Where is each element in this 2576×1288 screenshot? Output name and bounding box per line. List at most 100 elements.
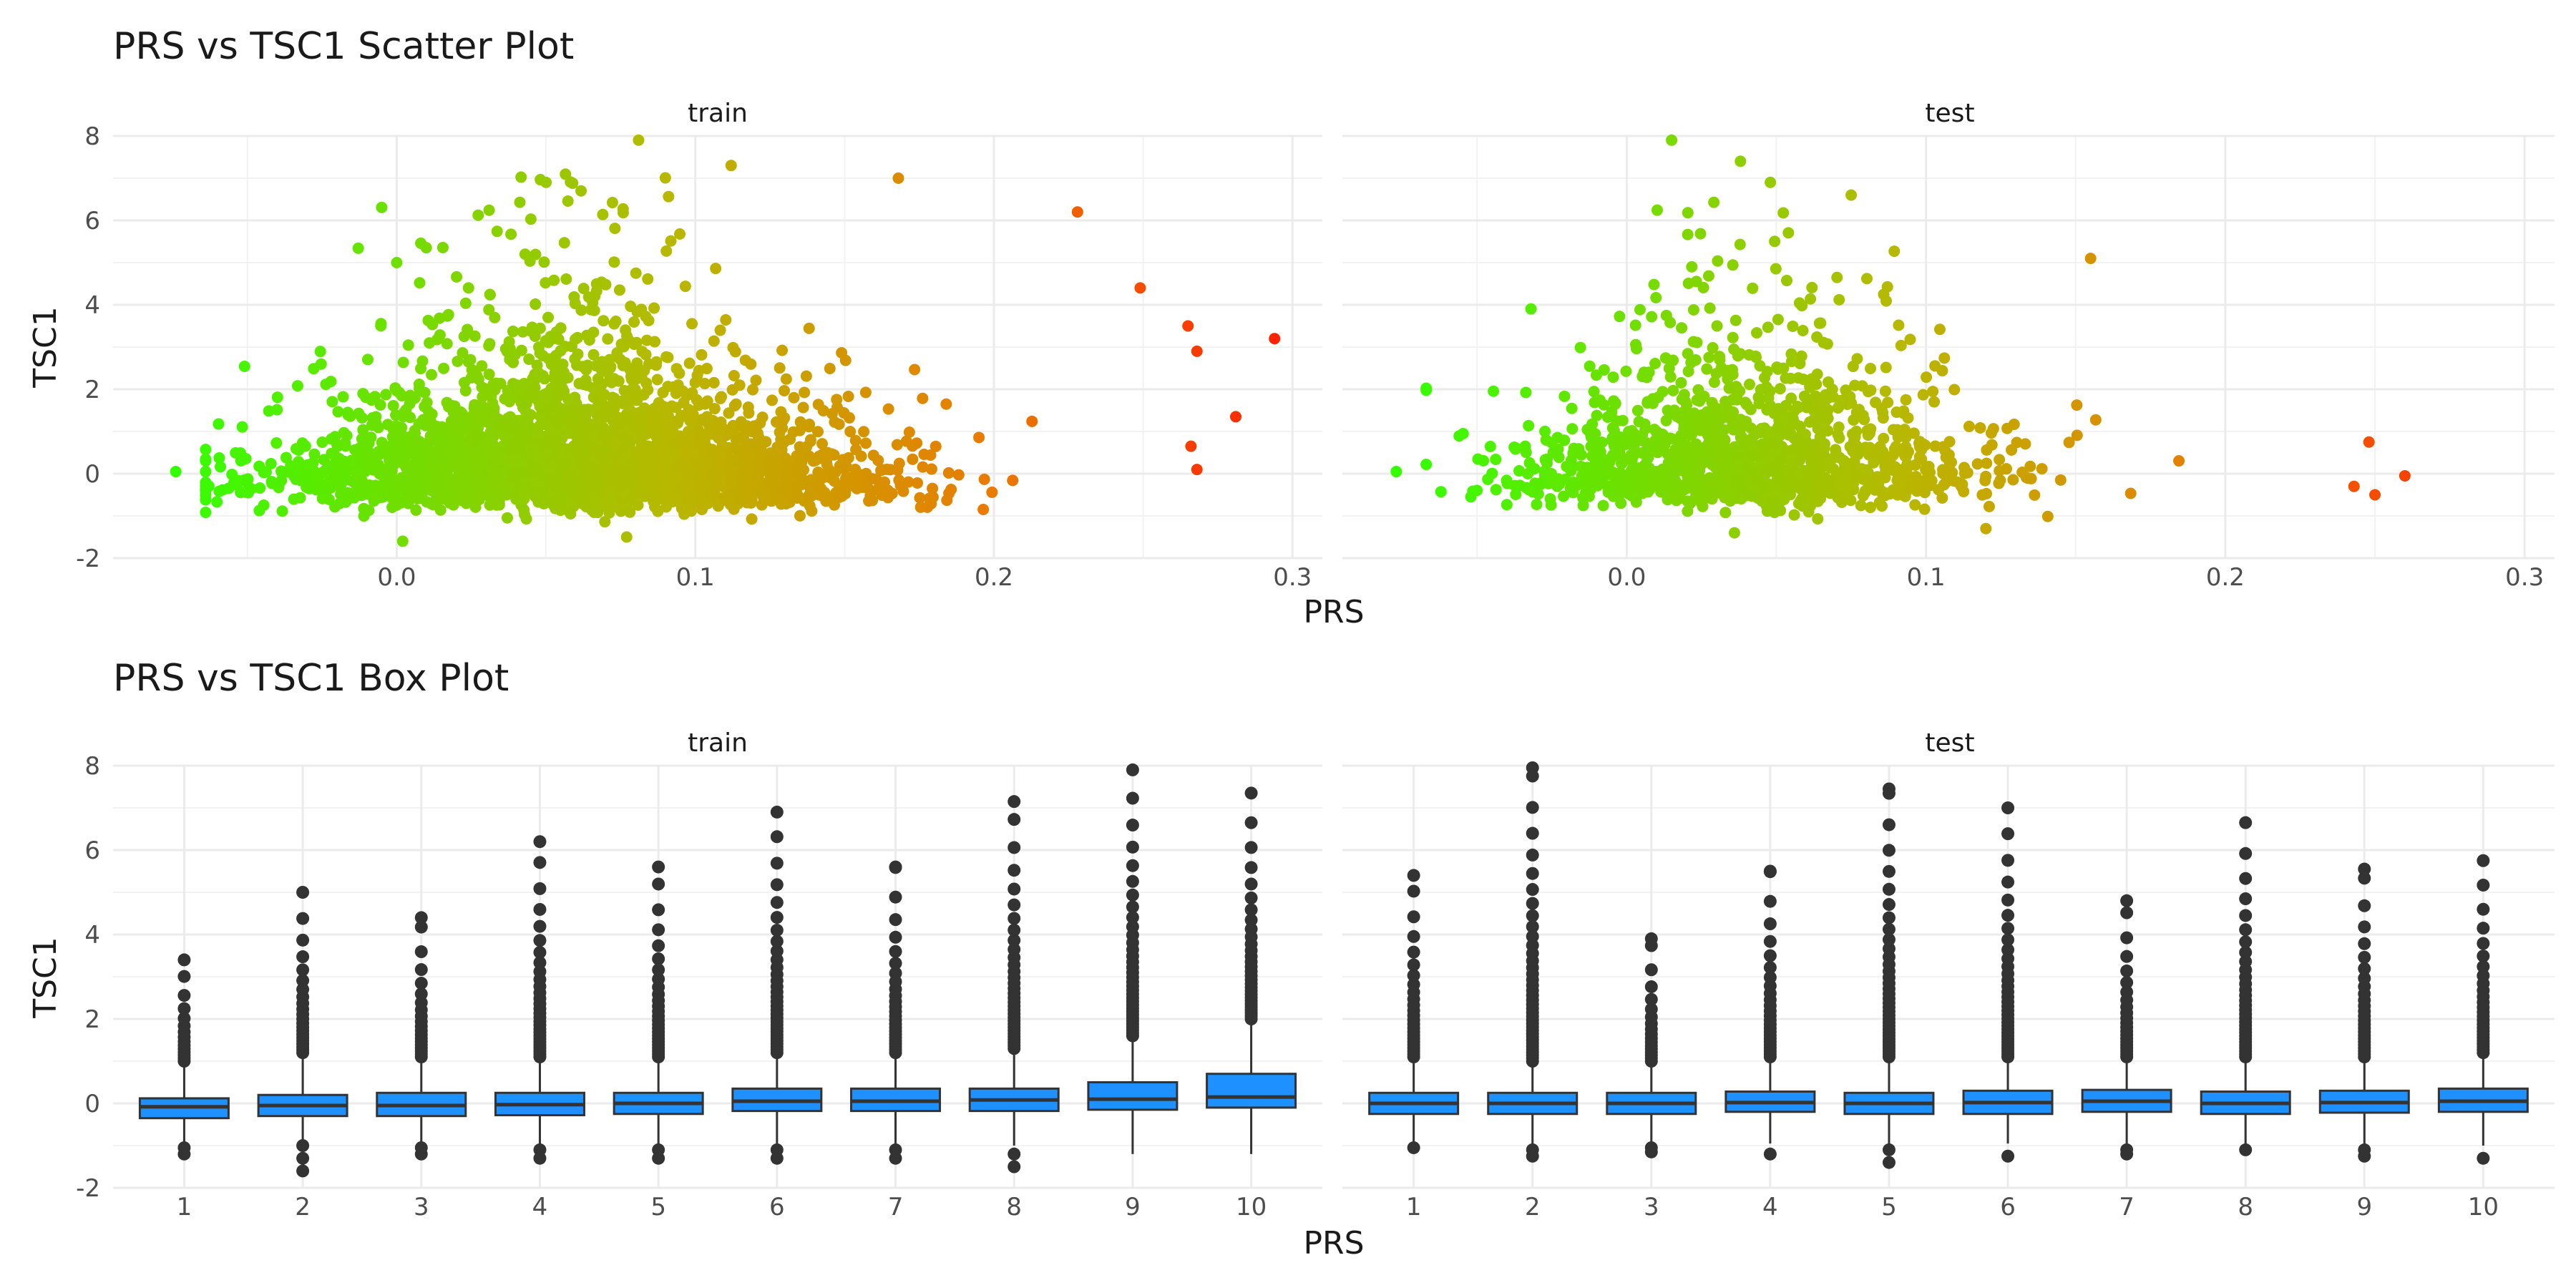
scatter-point <box>404 411 416 424</box>
box-outlier <box>889 913 902 927</box>
scatter-point <box>391 257 403 268</box>
scatter-point <box>1823 376 1835 389</box>
scatter-point <box>1520 386 1532 399</box>
box-outlier <box>770 924 784 937</box>
scatter-point <box>858 426 870 438</box>
scatter-point <box>831 401 843 414</box>
scatter-point <box>1827 452 1839 464</box>
scatter-point <box>258 499 270 512</box>
scatter-point <box>776 344 789 356</box>
scatter-point <box>588 492 600 504</box>
scatter-point <box>514 196 526 208</box>
scatter-point <box>1976 489 1989 501</box>
box-outlier <box>2001 801 2015 814</box>
scatter-point <box>867 494 879 507</box>
scatter-point <box>440 470 452 482</box>
scatter-point <box>560 455 572 467</box>
scatter-point <box>271 391 283 404</box>
scatter-point <box>1963 420 1975 432</box>
box-outlier <box>1126 874 1139 888</box>
scatter-point <box>472 430 484 442</box>
scatter-point <box>320 379 332 391</box>
box-outlier <box>889 890 902 904</box>
scatter-point <box>580 414 592 426</box>
scatter-point <box>1833 421 1845 433</box>
scatter-point <box>380 389 392 401</box>
scatter-point <box>859 386 872 399</box>
scatter-point <box>519 509 531 521</box>
scatter-point <box>1849 379 1861 391</box>
box-outlier <box>1008 795 1021 809</box>
scatter-point <box>1541 453 1553 465</box>
scatter-point <box>1574 341 1586 353</box>
scatter-point <box>385 481 397 493</box>
scatter-point <box>368 462 380 474</box>
scatter-point <box>434 329 446 341</box>
scatter-point <box>2363 436 2375 448</box>
scatter-point <box>379 447 391 459</box>
scatter-point <box>469 330 481 342</box>
box-outlier <box>414 945 428 959</box>
box-outlier <box>1008 912 1021 925</box>
scatter-point <box>516 430 528 442</box>
scatter-point <box>1628 436 1640 448</box>
scatter-point <box>339 489 351 501</box>
scatter-point <box>1719 507 1732 519</box>
scatter-point <box>1229 411 1241 423</box>
scatter-point <box>1877 412 1889 424</box>
scatter-point <box>842 452 854 464</box>
scatter-point <box>821 459 833 471</box>
scatter-point <box>491 225 503 238</box>
scatter-point <box>1811 331 1823 343</box>
scatter-point <box>608 256 620 268</box>
scatter-point <box>1807 404 1820 416</box>
box-rect <box>1206 1073 1297 1109</box>
scatter-point <box>1589 439 1601 451</box>
scatter-point <box>1831 271 1843 283</box>
scatter-point <box>170 466 182 478</box>
scatter-point <box>648 302 660 314</box>
scatter-point <box>776 422 789 434</box>
scatter-point <box>1918 487 1931 499</box>
box-outlier <box>1644 932 1658 945</box>
scatter-point <box>565 508 577 520</box>
scatter-point <box>426 447 438 459</box>
box-outlier <box>1763 864 1777 878</box>
scatter-point <box>1690 275 1702 288</box>
scatter-point <box>1420 384 1433 396</box>
scatter-point <box>1741 399 1753 411</box>
scatter-point <box>369 391 381 403</box>
scatter-point <box>1910 470 1922 482</box>
scatter-point <box>1747 282 1759 294</box>
scatter-point <box>420 242 432 254</box>
scatter-point <box>1810 378 1823 390</box>
scatter-point <box>596 366 608 378</box>
scatter-point <box>816 438 828 450</box>
scatter-point <box>1682 228 1694 240</box>
scatter-point <box>1732 460 1744 472</box>
scatter-point <box>752 432 764 444</box>
scatter-point <box>1888 245 1901 258</box>
scatter-point <box>940 398 952 410</box>
scatter-point <box>2348 480 2360 492</box>
scatter-point <box>606 391 618 404</box>
scatter-point <box>1735 155 1747 167</box>
scatter-point <box>519 487 531 499</box>
box-outlier <box>1763 961 1777 975</box>
scatter-point <box>1614 467 1626 479</box>
scatter-point <box>1686 260 1698 273</box>
scatter-point <box>1625 465 1637 477</box>
scatter-point <box>1525 303 1537 315</box>
scatter-point <box>1646 311 1658 323</box>
box-outlier <box>533 835 547 849</box>
box-outlier <box>1244 841 1258 854</box>
scatter-point <box>767 480 779 492</box>
box-outlier <box>1882 1156 1896 1169</box>
scatter-point <box>678 410 691 422</box>
scatter-point <box>1862 429 1874 441</box>
scatter-point <box>1655 486 1667 498</box>
scatter-point <box>627 452 639 464</box>
scatter-point <box>1765 448 1777 460</box>
scatter-point <box>507 422 519 434</box>
scatter-point <box>415 363 427 375</box>
